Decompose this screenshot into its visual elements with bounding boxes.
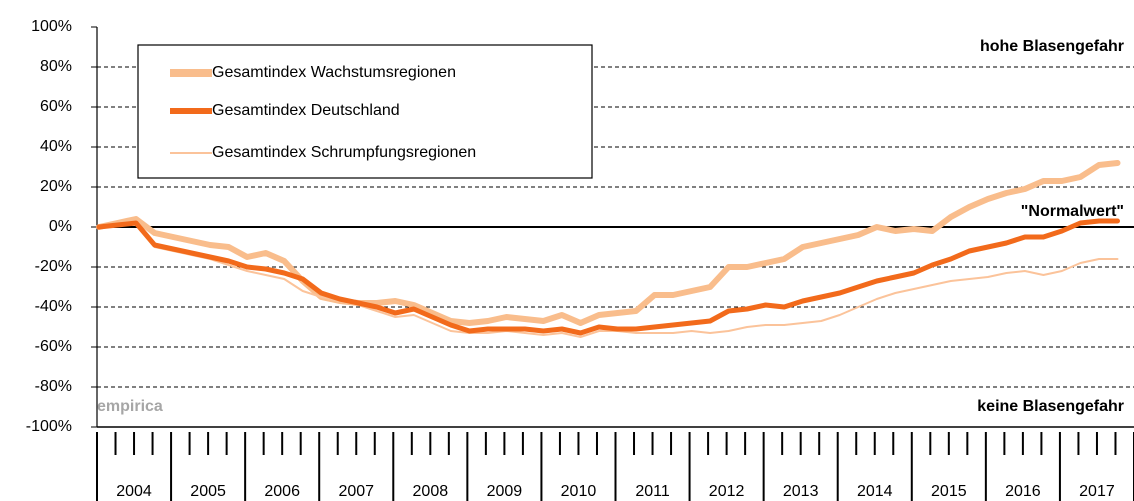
x-tick-label: 2010 [561, 483, 597, 500]
x-tick-label: 2007 [338, 483, 374, 500]
x-tick-label: 2013 [783, 483, 819, 500]
x-tick-label: 2016 [1005, 483, 1041, 500]
annotation: keine Blasengefahr [977, 398, 1124, 415]
x-tick-label: 2008 [413, 483, 449, 500]
y-tick-label: 20% [40, 178, 72, 195]
series-line [96, 160, 1121, 326]
y-tick-label: -40% [35, 298, 72, 315]
legend-label: Gesamtindex Schrumpfungsregionen [212, 144, 476, 161]
x-tick-label: 2005 [190, 483, 226, 500]
x-tick-label: 2015 [931, 483, 967, 500]
legend-label: Gesamtindex Deutschland [212, 102, 400, 119]
x-tick-label: 2012 [709, 483, 745, 500]
x-tick-label: 2004 [116, 483, 152, 500]
annotation: hohe Blasengefahr [980, 38, 1124, 55]
x-tick-label: 2009 [487, 483, 523, 500]
x-tick-label: 2017 [1079, 483, 1115, 500]
y-tick-label: -20% [35, 258, 72, 275]
x-tick-label: 2014 [857, 483, 893, 500]
annotation: "Normalwert" [1021, 203, 1124, 220]
legend-box [137, 44, 593, 179]
annotation: empirica [97, 398, 163, 415]
y-tick-label: -100% [26, 418, 72, 435]
legend-label: Gesamtindex Wachstumsregionen [212, 64, 456, 81]
y-tick-label: 0% [49, 218, 72, 235]
y-tick-label: 100% [31, 18, 72, 35]
series-line [96, 218, 1120, 336]
x-tick-label: 2011 [635, 483, 670, 500]
x-tick-label: 2006 [264, 483, 300, 500]
y-tick-label: -60% [35, 338, 72, 355]
y-tick-label: 60% [40, 98, 72, 115]
y-tick-label: 80% [40, 58, 72, 75]
y-tick-label: 40% [40, 138, 72, 155]
y-tick-label: -80% [35, 378, 72, 395]
series-line [98, 220, 1119, 338]
